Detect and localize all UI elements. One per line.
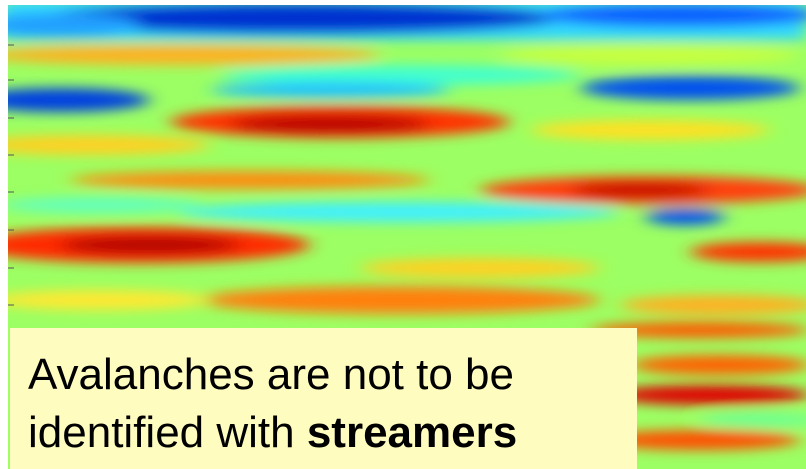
caption-emphasis: streamers	[306, 408, 518, 457]
caption-line: Avalanches are not to be	[28, 350, 514, 399]
caption-line: identified with	[28, 408, 307, 457]
caption-box: Avalanches are not to be identified with…	[10, 328, 637, 469]
